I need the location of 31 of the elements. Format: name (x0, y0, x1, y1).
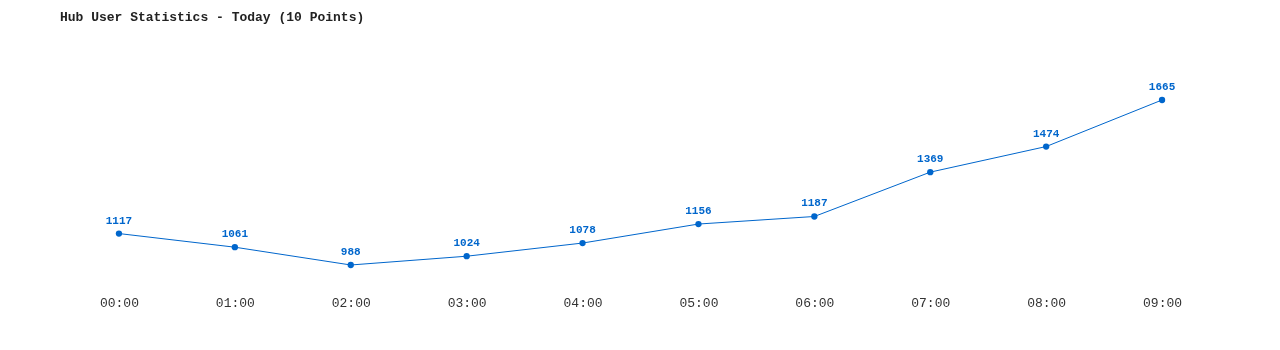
point (1158, 96, 1166, 104)
point (231, 244, 239, 251)
x-tick-label: 03:00 (447, 295, 487, 311)
point (579, 239, 586, 247)
data-label: 1369 (917, 153, 944, 166)
x-tick-label: 00:00 (99, 295, 139, 311)
data-label: 1117 (105, 214, 133, 227)
point (347, 261, 354, 269)
x-tick-label: 04:00 (563, 295, 603, 311)
data-label: 1156 (685, 205, 712, 218)
point (811, 213, 818, 220)
chart-title: Hub User Statistics - Today (10 Points) (60, 10, 365, 25)
data-label: 988 (340, 245, 362, 258)
point (463, 253, 470, 260)
x-tick-label: 09:00 (1143, 295, 1183, 311)
point (927, 168, 934, 176)
data-label: 1024 (453, 237, 481, 250)
x-tick-label: 07:00 (911, 295, 951, 311)
x-tick-label: 08:00 (1027, 295, 1067, 311)
point (1042, 143, 1050, 150)
data-label: 1665 (1148, 80, 1176, 93)
data-label: 1061 (221, 228, 249, 241)
x-tick-label: 02:00 (331, 295, 371, 311)
data-label: 1474 (1032, 127, 1060, 140)
point (115, 230, 123, 237)
x-tick-label: 01:00 (215, 295, 255, 311)
x-tick-label: 06:00 (795, 295, 835, 311)
data-label: 1187 (801, 197, 828, 210)
data-label: 1078 (569, 224, 597, 237)
x-tick-label: 05:00 (679, 295, 719, 311)
point (695, 220, 702, 228)
